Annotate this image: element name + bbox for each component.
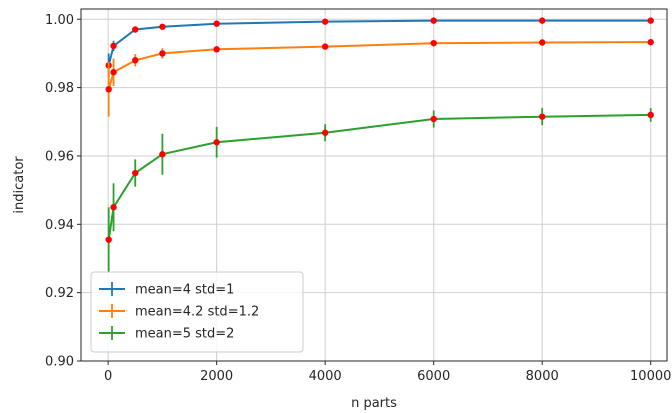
data-point	[430, 39, 437, 47]
data-point	[647, 111, 654, 119]
plot-frame	[80, 8, 668, 362]
data-point	[539, 113, 546, 120]
data-point	[159, 50, 166, 57]
x-tick-label: 2000	[200, 369, 233, 384]
legend-box	[90, 271, 304, 353]
y-tick-label: 0.92	[45, 286, 74, 301]
data-point	[647, 17, 654, 24]
data-point	[110, 42, 117, 50]
data-point	[539, 39, 546, 46]
legend-label: mean=5 std=2	[135, 327, 234, 342]
y-tick-label: 1.00	[45, 13, 74, 28]
data-point	[132, 26, 139, 33]
data-point	[213, 20, 220, 27]
y-axis-label: indicator	[12, 156, 27, 214]
y-tick-label: 0.90	[45, 355, 74, 370]
data-point	[159, 151, 166, 158]
series-group	[105, 17, 654, 78]
data-point	[110, 69, 117, 76]
data-point	[105, 86, 112, 93]
series-group	[105, 38, 654, 117]
legend: mean=4 std=1 mean=4.2 std=1.2 mean=5 std=2	[90, 271, 304, 353]
data-point	[132, 57, 139, 64]
x-axis-ticks: 0 2000 4000 6000 8000 10000	[104, 361, 671, 384]
data-point	[213, 139, 220, 146]
y-tick-label: 0.96	[45, 149, 74, 164]
data-point	[110, 204, 117, 211]
series-group	[105, 108, 654, 273]
data-point	[321, 129, 329, 136]
x-tick-label: 8000	[526, 369, 559, 384]
x-tick-label: 4000	[309, 369, 342, 384]
data-point	[539, 17, 546, 24]
y-axis-ticks: 0.90 0.92 0.94 0.96 0.98 1.00	[45, 13, 81, 370]
legend-label: mean=4.2 std=1.2	[135, 305, 259, 320]
data-point	[647, 38, 654, 46]
x-tick-label: 10000	[630, 369, 671, 384]
data-point	[430, 17, 437, 24]
data-point	[321, 18, 329, 25]
y-tick-label: 0.98	[45, 81, 74, 96]
series-layer	[105, 17, 654, 273]
x-tick-label: 6000	[417, 369, 450, 384]
x-axis-label: n parts	[351, 396, 397, 411]
x-tick-label: 0	[104, 369, 112, 384]
legend-label: mean=4 std=1	[135, 283, 234, 298]
y-tick-label: 0.94	[45, 218, 74, 233]
data-point	[132, 169, 139, 177]
data-point	[213, 46, 220, 53]
data-point	[321, 43, 329, 50]
data-point	[105, 236, 112, 243]
data-point	[430, 115, 437, 123]
data-point	[159, 23, 166, 30]
